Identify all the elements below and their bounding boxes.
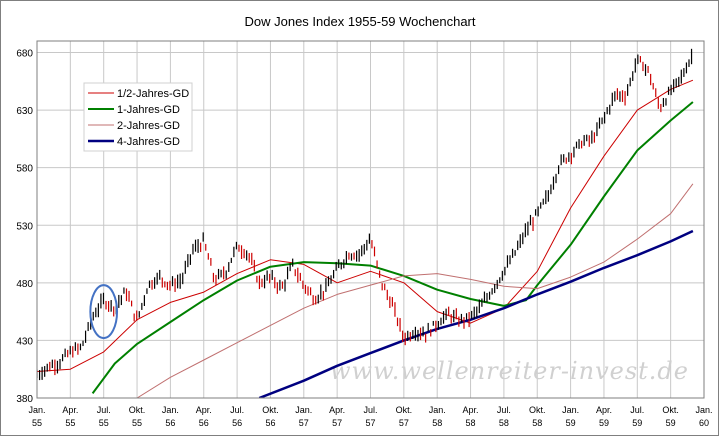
y-tick-label: 380	[16, 394, 33, 405]
x-tick-label-year: 56	[265, 418, 275, 428]
y-tick-label: 430	[16, 336, 33, 347]
watermark-layer: www.wellenreiter-invest.de	[330, 357, 689, 385]
legend: 1/2-Jahres-GD 1-Jahres-GD 2-Jahres-GD 4-Jah…	[83, 82, 193, 152]
x-tick-label-year: 55	[32, 418, 42, 428]
y-tick-label: 680	[16, 49, 33, 60]
x-tick-label-year: 58	[499, 418, 509, 428]
x-tick-label-month: Jul.	[363, 405, 377, 415]
y-tick-label: 480	[16, 279, 33, 290]
plot-border	[36, 40, 705, 399]
series-layer	[37, 79, 694, 398]
x-tick-label-month: Apr.	[329, 405, 345, 415]
x-tick-label-year: 59	[632, 418, 642, 428]
legend-box	[83, 82, 193, 152]
x-tick-label-month: Apr.	[596, 405, 612, 415]
x-tick-label-month: Okt.	[129, 405, 146, 415]
grid	[36, 41, 705, 399]
chart-title: Dow Jones Index 1955-59 Wochenchart	[244, 14, 475, 29]
series-line-2-jahres-gd	[136, 183, 694, 398]
x-tick-label-year: 55	[132, 418, 142, 428]
legend-label: 1/2-Jahres-GD	[117, 88, 189, 100]
x-tick-label-year: 58	[432, 418, 442, 428]
highlight-ellipse	[89, 284, 119, 340]
series-line-4-jahres-gd	[258, 229, 694, 398]
legend-label: 1-Jahres-GD	[117, 104, 180, 116]
x-tick-label-year: 59	[666, 418, 676, 428]
legend-label: 2-Jahres-GD	[117, 120, 180, 132]
x-tick-label-year: 60	[699, 418, 709, 428]
x-tick-label-month: Okt.	[662, 405, 679, 415]
annotation-layer	[89, 284, 119, 340]
y-tick-label: 530	[16, 221, 33, 232]
x-tick-label-month: Jul.	[230, 405, 244, 415]
y-axis: 380 430 480 530 580 630 680	[16, 49, 33, 405]
price-series	[37, 48, 693, 381]
x-tick-label-year: 56	[165, 418, 175, 428]
series-line-1-2-jahres-gd	[37, 79, 694, 372]
x-tick-label-month: Apr.	[463, 405, 479, 415]
x-tick-label-month: Jul.	[97, 405, 111, 415]
watermark: www.wellenreiter-invest.de	[330, 357, 689, 385]
y-tick-label: 580	[16, 164, 33, 175]
x-tick-label-year: 58	[466, 418, 476, 428]
x-tick-label-month: Jan.	[562, 405, 579, 415]
x-tick-label-month: Jan.	[295, 405, 312, 415]
x-tick-label-year: 57	[299, 418, 309, 428]
x-tick-label-month: Apr.	[62, 405, 78, 415]
x-tick-label-year: 57	[399, 418, 409, 428]
x-tick-label-month: Apr.	[196, 405, 212, 415]
x-tick-label-month: Jan.	[162, 405, 179, 415]
x-tick-label-year: 59	[599, 418, 609, 428]
x-tick-label-year: 56	[232, 418, 242, 428]
x-tick-label-year: 57	[332, 418, 342, 428]
x-tick-label-month: Jan.	[429, 405, 446, 415]
y-tick-label: 630	[16, 106, 33, 117]
legend-label: 4-Jahres-GD	[117, 136, 180, 148]
x-tick-label-month: Jan.	[28, 405, 45, 415]
x-tick-label-month: Okt.	[529, 405, 546, 415]
x-tick-label-month: Jan.	[695, 405, 712, 415]
x-tick-label-year: 56	[199, 418, 209, 428]
x-tick-label-year: 58	[532, 418, 542, 428]
x-tick-label-month: Jul.	[497, 405, 511, 415]
x-tick-label-year: 59	[566, 418, 576, 428]
x-tick-label-year: 57	[365, 418, 375, 428]
x-tick-label-year: 55	[65, 418, 75, 428]
x-tick-label-month: Okt.	[396, 405, 413, 415]
x-tick-label-month: Jul.	[630, 405, 644, 415]
x-tick-label-month: Okt.	[262, 405, 279, 415]
x-axis: Jan. 55 Apr. 55 Jul. 55 Okt. 55 Jan. 56 Apr. 56 Jul.…	[28, 405, 712, 428]
x-tick-label-year: 55	[99, 418, 109, 428]
